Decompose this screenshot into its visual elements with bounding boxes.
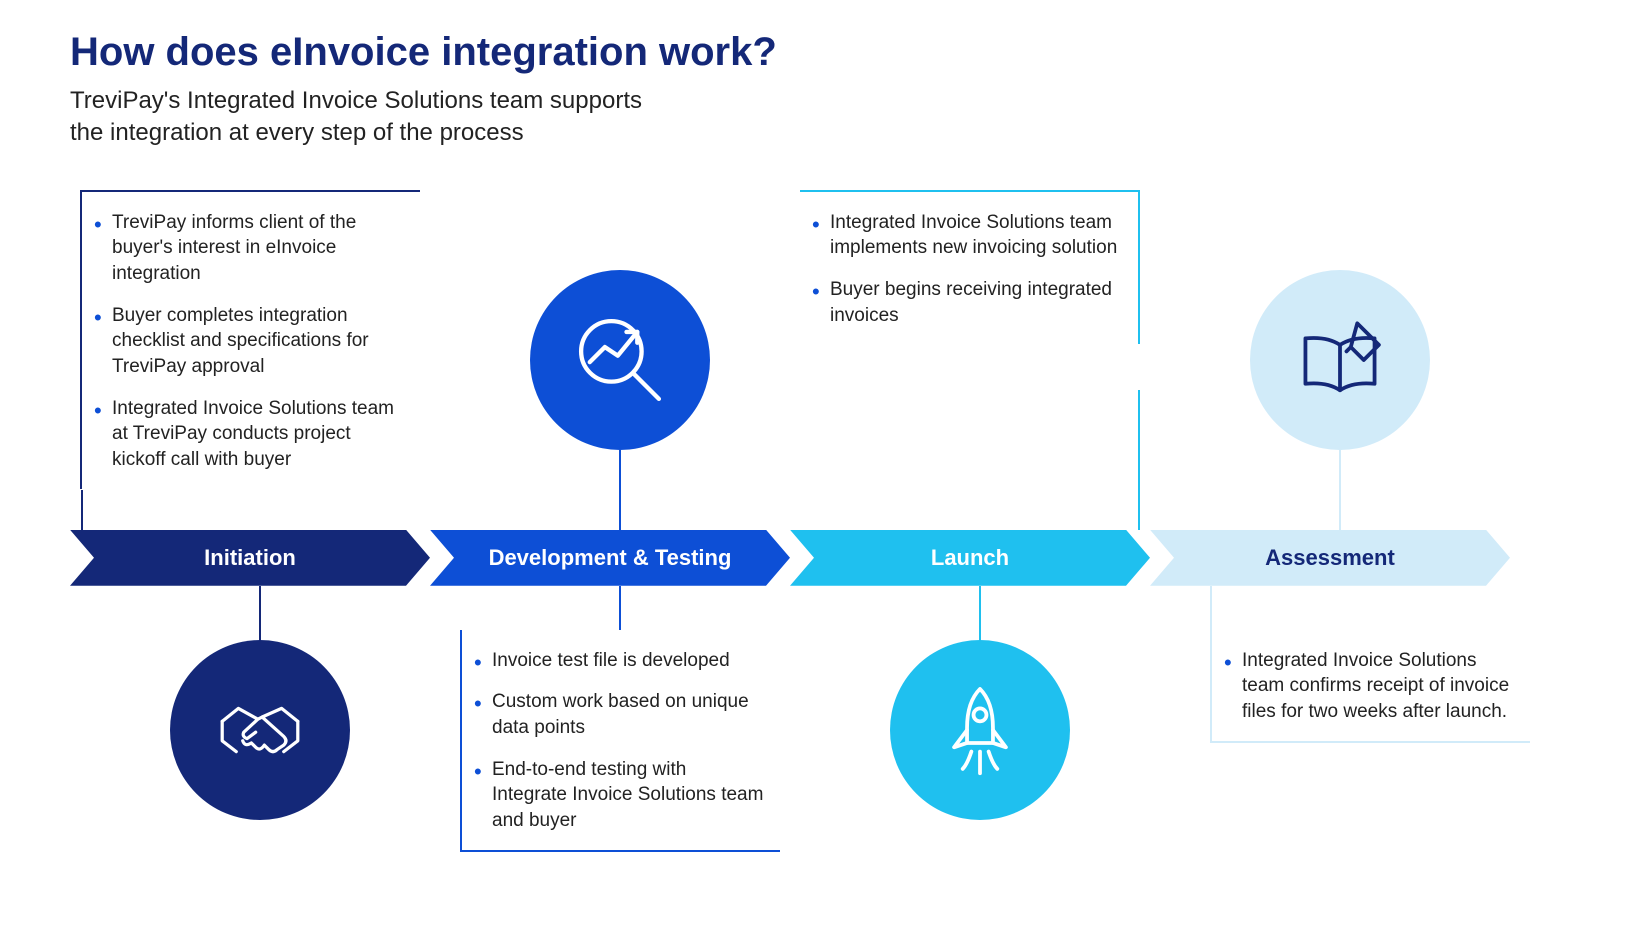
rocket-icon: [890, 640, 1070, 820]
connector-line: [1210, 586, 1212, 630]
bullet: Buyer begins receiving integrated invoic…: [810, 277, 1120, 328]
process-flow: Initiation Development & Testing Launch …: [70, 190, 1579, 910]
step-col-initiation: TreviPay informs client of the buyer's i…: [70, 190, 450, 910]
step-col-development: Invoice test file is developed Custom wo…: [430, 190, 810, 910]
bullet: Integrated Invoice Solutions team confir…: [1222, 648, 1514, 725]
page-subtitle: TreviPay's Integrated Invoice Solutions …: [70, 85, 1579, 150]
step-bullets-development: Invoice test file is developed Custom wo…: [460, 630, 780, 852]
connector-line: [1138, 390, 1140, 530]
bullet: Integrated Invoice Solutions team implem…: [810, 210, 1120, 261]
connector-line: [1339, 450, 1341, 530]
bullet: Custom work based on unique data points: [472, 689, 764, 740]
connector-line: [979, 586, 981, 646]
magnify-chart-icon: [530, 270, 710, 450]
bullet: TreviPay informs client of the buyer's i…: [92, 210, 404, 287]
bullet: Integrated Invoice Solutions team at Tre…: [92, 396, 404, 473]
bullet: End-to-end testing with Integrate Invoic…: [472, 757, 764, 834]
connector-line: [259, 586, 261, 646]
step-bullets-assessment: Integrated Invoice Solutions team confir…: [1210, 630, 1530, 743]
handshake-icon: [170, 640, 350, 820]
connector-line: [619, 450, 621, 530]
page-title: How does eInvoice integration work?: [70, 30, 1579, 75]
connector-line: [81, 490, 83, 530]
subtitle-line-1: TreviPay's Integrated Invoice Solutions …: [70, 87, 642, 114]
step-col-assessment: Integrated Invoice Solutions team confir…: [1150, 190, 1530, 910]
step-col-launch: Integrated Invoice Solutions team implem…: [790, 190, 1170, 910]
connector-line: [619, 586, 621, 630]
bullet: Buyer completes integration checklist an…: [92, 303, 404, 380]
book-pencil-icon: [1250, 270, 1430, 450]
step-bullets-launch: Integrated Invoice Solutions team implem…: [800, 190, 1140, 345]
bullet: Invoice test file is developed: [472, 648, 764, 674]
step-bullets-initiation: TreviPay informs client of the buyer's i…: [80, 190, 420, 489]
subtitle-line-2: the integration at every step of the pro…: [70, 119, 524, 146]
